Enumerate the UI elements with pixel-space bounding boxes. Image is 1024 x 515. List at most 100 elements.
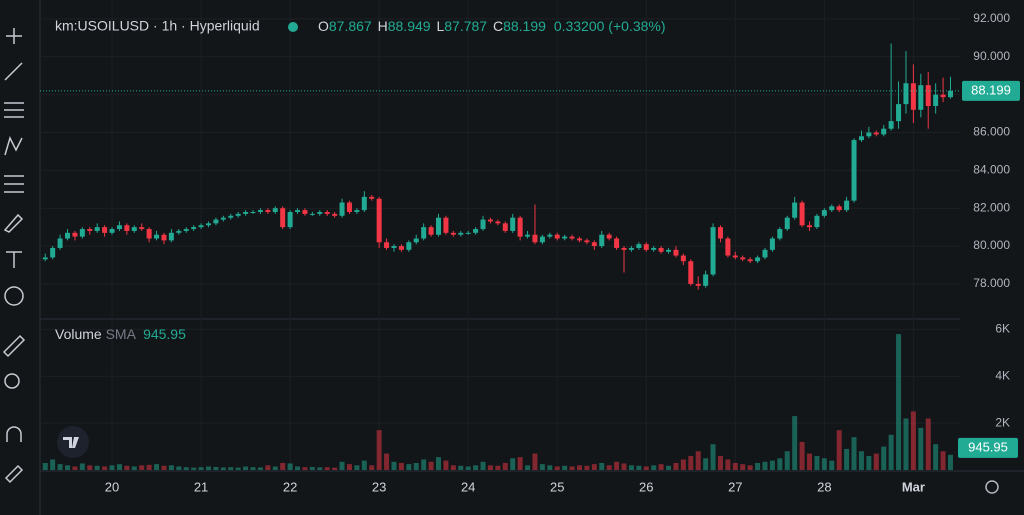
lock-tool[interactable] xyxy=(4,464,24,484)
volume-bar xyxy=(703,458,709,470)
candle-body xyxy=(517,217,523,237)
settings[interactable] xyxy=(985,480,999,494)
candle-body xyxy=(406,242,412,250)
ohlc-value: 88.949 xyxy=(388,18,431,34)
volume-bar xyxy=(851,437,857,470)
forecast-tool[interactable] xyxy=(4,175,24,193)
volume-bar xyxy=(792,416,798,470)
volume-bar xyxy=(332,467,338,470)
brush-tool[interactable] xyxy=(3,213,24,233)
volume-bar xyxy=(591,464,597,470)
candle-body xyxy=(495,221,501,224)
candle-body xyxy=(257,210,263,212)
candle-body xyxy=(896,104,902,122)
volume-bar xyxy=(873,453,879,470)
ohlc-value: 87.787 xyxy=(444,18,487,34)
volume-bar xyxy=(777,458,783,470)
candle-body xyxy=(198,225,204,228)
candle-body xyxy=(436,217,442,235)
volume-bar xyxy=(807,453,813,470)
candle-body xyxy=(124,225,130,231)
candle-body xyxy=(643,244,649,250)
candle-body xyxy=(651,247,657,250)
candle-body xyxy=(933,94,939,106)
zoom-tool[interactable] xyxy=(4,373,20,389)
candle-body xyxy=(465,232,471,234)
candle-body xyxy=(858,136,864,141)
candle-body xyxy=(547,234,553,237)
volume-bar xyxy=(413,462,419,470)
volume-bar xyxy=(769,460,775,470)
volume-bar xyxy=(450,465,456,470)
candle-body xyxy=(910,83,916,110)
emoji-tool[interactable] xyxy=(4,286,24,306)
last-price-label: 88.199 xyxy=(971,82,1011,97)
volume-bar xyxy=(421,459,427,470)
candle-body xyxy=(762,249,768,258)
candle-body xyxy=(688,261,694,284)
volume-bar xyxy=(436,457,442,470)
candle-body xyxy=(925,85,931,106)
candle-body xyxy=(628,247,634,250)
volume-bar xyxy=(896,334,902,470)
volume-bar xyxy=(888,434,894,470)
volume-bar xyxy=(606,465,612,470)
volume-bar xyxy=(131,466,137,470)
volume-bar xyxy=(717,455,723,470)
pattern-tool[interactable] xyxy=(4,135,23,156)
candle-body xyxy=(658,247,664,252)
candle-body xyxy=(732,255,738,258)
volume-bar xyxy=(465,466,471,470)
text-tool[interactable] xyxy=(6,251,22,268)
volume-bar xyxy=(510,458,516,470)
candle-body xyxy=(146,229,152,239)
candle-body xyxy=(918,85,924,110)
trendline-tool[interactable] xyxy=(4,62,23,81)
volume-bar xyxy=(836,430,842,470)
volume-bar xyxy=(710,444,716,470)
volume-legend: Volume SMA 945.95 xyxy=(55,326,186,342)
magnet-tool[interactable] xyxy=(6,426,22,442)
volume-bar xyxy=(584,465,590,470)
volume-bar xyxy=(94,465,100,470)
volume-bar xyxy=(903,418,909,470)
volume-bar xyxy=(398,462,404,470)
volume-bar xyxy=(324,467,330,470)
candle-body xyxy=(295,210,301,212)
candle-body xyxy=(562,236,568,239)
candle-body xyxy=(873,132,879,135)
volume-bar xyxy=(116,464,122,470)
ruler-tool[interactable] xyxy=(2,334,26,358)
candle-body xyxy=(176,230,182,233)
candle-body xyxy=(569,236,575,239)
volume-bar xyxy=(257,467,263,470)
candle-body xyxy=(72,232,78,237)
candle-body xyxy=(844,200,850,211)
volume-bar xyxy=(205,466,211,470)
x-tick-label: 27 xyxy=(728,479,742,494)
candle-body xyxy=(717,227,723,239)
volume-bar xyxy=(881,446,887,470)
candle-body xyxy=(265,210,271,212)
candle-body xyxy=(183,229,189,231)
candle-body xyxy=(280,208,286,228)
volume-bar xyxy=(317,467,323,470)
y-tick-label: 90.000 xyxy=(973,49,1010,63)
volume-bar xyxy=(636,465,642,470)
volume-bar xyxy=(384,453,390,470)
candle-body xyxy=(614,238,620,248)
volume-bar xyxy=(651,465,657,470)
candle-body xyxy=(339,202,345,216)
fib-tool[interactable] xyxy=(4,102,24,118)
candle-body xyxy=(584,240,590,243)
candle-body xyxy=(116,225,122,230)
crosshair-tool[interactable] xyxy=(6,28,22,44)
candle-body xyxy=(502,223,508,231)
volume-bar xyxy=(829,460,835,470)
settings-icon[interactable] xyxy=(985,480,999,494)
volume-bar xyxy=(658,464,664,470)
volume-bar xyxy=(42,462,48,470)
candle-body xyxy=(769,238,775,250)
